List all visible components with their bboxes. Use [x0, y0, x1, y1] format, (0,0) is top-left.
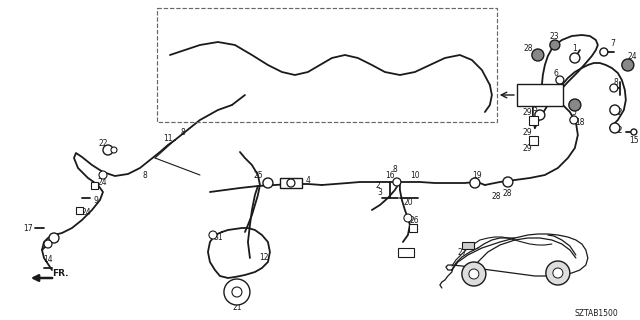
- Text: 26: 26: [409, 215, 419, 225]
- Circle shape: [224, 279, 250, 305]
- Text: 23: 23: [549, 31, 559, 41]
- Circle shape: [553, 268, 563, 278]
- Text: 8: 8: [614, 77, 618, 86]
- Text: SZTAB1500: SZTAB1500: [574, 308, 618, 317]
- Bar: [409, 224, 417, 232]
- Text: 2: 2: [376, 180, 380, 189]
- Text: 18: 18: [575, 117, 584, 126]
- Text: 8: 8: [143, 171, 147, 180]
- Text: 1: 1: [572, 44, 577, 52]
- Text: 29: 29: [522, 127, 532, 137]
- Circle shape: [209, 231, 217, 239]
- Bar: [398, 248, 414, 257]
- Text: 28: 28: [502, 188, 511, 197]
- Text: 27: 27: [457, 247, 467, 257]
- Text: 10: 10: [410, 171, 420, 180]
- Bar: [462, 242, 474, 249]
- Text: 12: 12: [259, 253, 269, 262]
- Text: 8: 8: [392, 164, 397, 173]
- Circle shape: [49, 233, 59, 243]
- Text: 22: 22: [98, 139, 108, 148]
- Circle shape: [556, 76, 564, 84]
- Circle shape: [569, 99, 581, 111]
- Circle shape: [546, 261, 570, 285]
- Bar: [157, 8, 497, 122]
- Text: 15: 15: [629, 135, 639, 145]
- Text: 24: 24: [97, 178, 107, 187]
- Circle shape: [600, 48, 608, 56]
- Bar: [92, 181, 99, 188]
- Text: 22: 22: [613, 108, 623, 116]
- Text: 13: 13: [47, 236, 57, 244]
- Text: 7: 7: [611, 38, 615, 47]
- Text: 17: 17: [23, 223, 33, 233]
- Circle shape: [622, 59, 634, 71]
- Text: 6: 6: [554, 68, 558, 77]
- Text: 4: 4: [305, 175, 310, 185]
- Circle shape: [570, 116, 578, 124]
- Circle shape: [393, 178, 401, 186]
- Text: 19: 19: [472, 171, 482, 180]
- Circle shape: [263, 178, 273, 188]
- Text: FR.: FR.: [52, 269, 68, 278]
- Text: 29: 29: [522, 143, 532, 153]
- Text: 28: 28: [523, 44, 532, 52]
- Circle shape: [550, 40, 560, 50]
- Text: 8: 8: [180, 127, 186, 137]
- Text: 3: 3: [532, 103, 538, 113]
- Circle shape: [610, 84, 618, 92]
- Bar: [280, 178, 302, 188]
- Circle shape: [287, 179, 295, 187]
- Text: 22: 22: [613, 125, 623, 134]
- Text: 11: 11: [163, 133, 173, 142]
- Circle shape: [503, 177, 513, 187]
- Text: 24: 24: [627, 52, 637, 60]
- Circle shape: [610, 123, 620, 133]
- Text: 3: 3: [378, 188, 382, 196]
- Circle shape: [570, 53, 580, 63]
- Bar: [529, 135, 538, 145]
- Bar: [77, 206, 83, 213]
- Text: 25: 25: [253, 171, 263, 180]
- Text: 16: 16: [385, 171, 395, 180]
- Circle shape: [532, 49, 544, 61]
- Text: 29: 29: [522, 108, 532, 116]
- Text: 31: 31: [213, 233, 223, 242]
- Text: 28: 28: [491, 191, 500, 201]
- Circle shape: [103, 145, 113, 155]
- Circle shape: [631, 129, 637, 135]
- Circle shape: [404, 214, 412, 222]
- Circle shape: [610, 105, 620, 115]
- Circle shape: [462, 262, 486, 286]
- Text: 9: 9: [93, 196, 99, 204]
- Text: 21: 21: [232, 303, 242, 313]
- Text: 30: 30: [402, 251, 412, 260]
- Circle shape: [232, 287, 242, 297]
- Text: 20: 20: [403, 197, 413, 206]
- Circle shape: [470, 178, 480, 188]
- Circle shape: [535, 110, 545, 120]
- Text: B-51: B-51: [528, 91, 552, 100]
- FancyBboxPatch shape: [517, 84, 563, 106]
- Text: 24: 24: [81, 207, 91, 217]
- Circle shape: [469, 269, 479, 279]
- Text: 5: 5: [572, 108, 576, 116]
- Circle shape: [111, 147, 117, 153]
- Circle shape: [99, 171, 107, 179]
- Circle shape: [44, 240, 52, 248]
- Text: 14: 14: [43, 255, 53, 265]
- Bar: [529, 116, 538, 124]
